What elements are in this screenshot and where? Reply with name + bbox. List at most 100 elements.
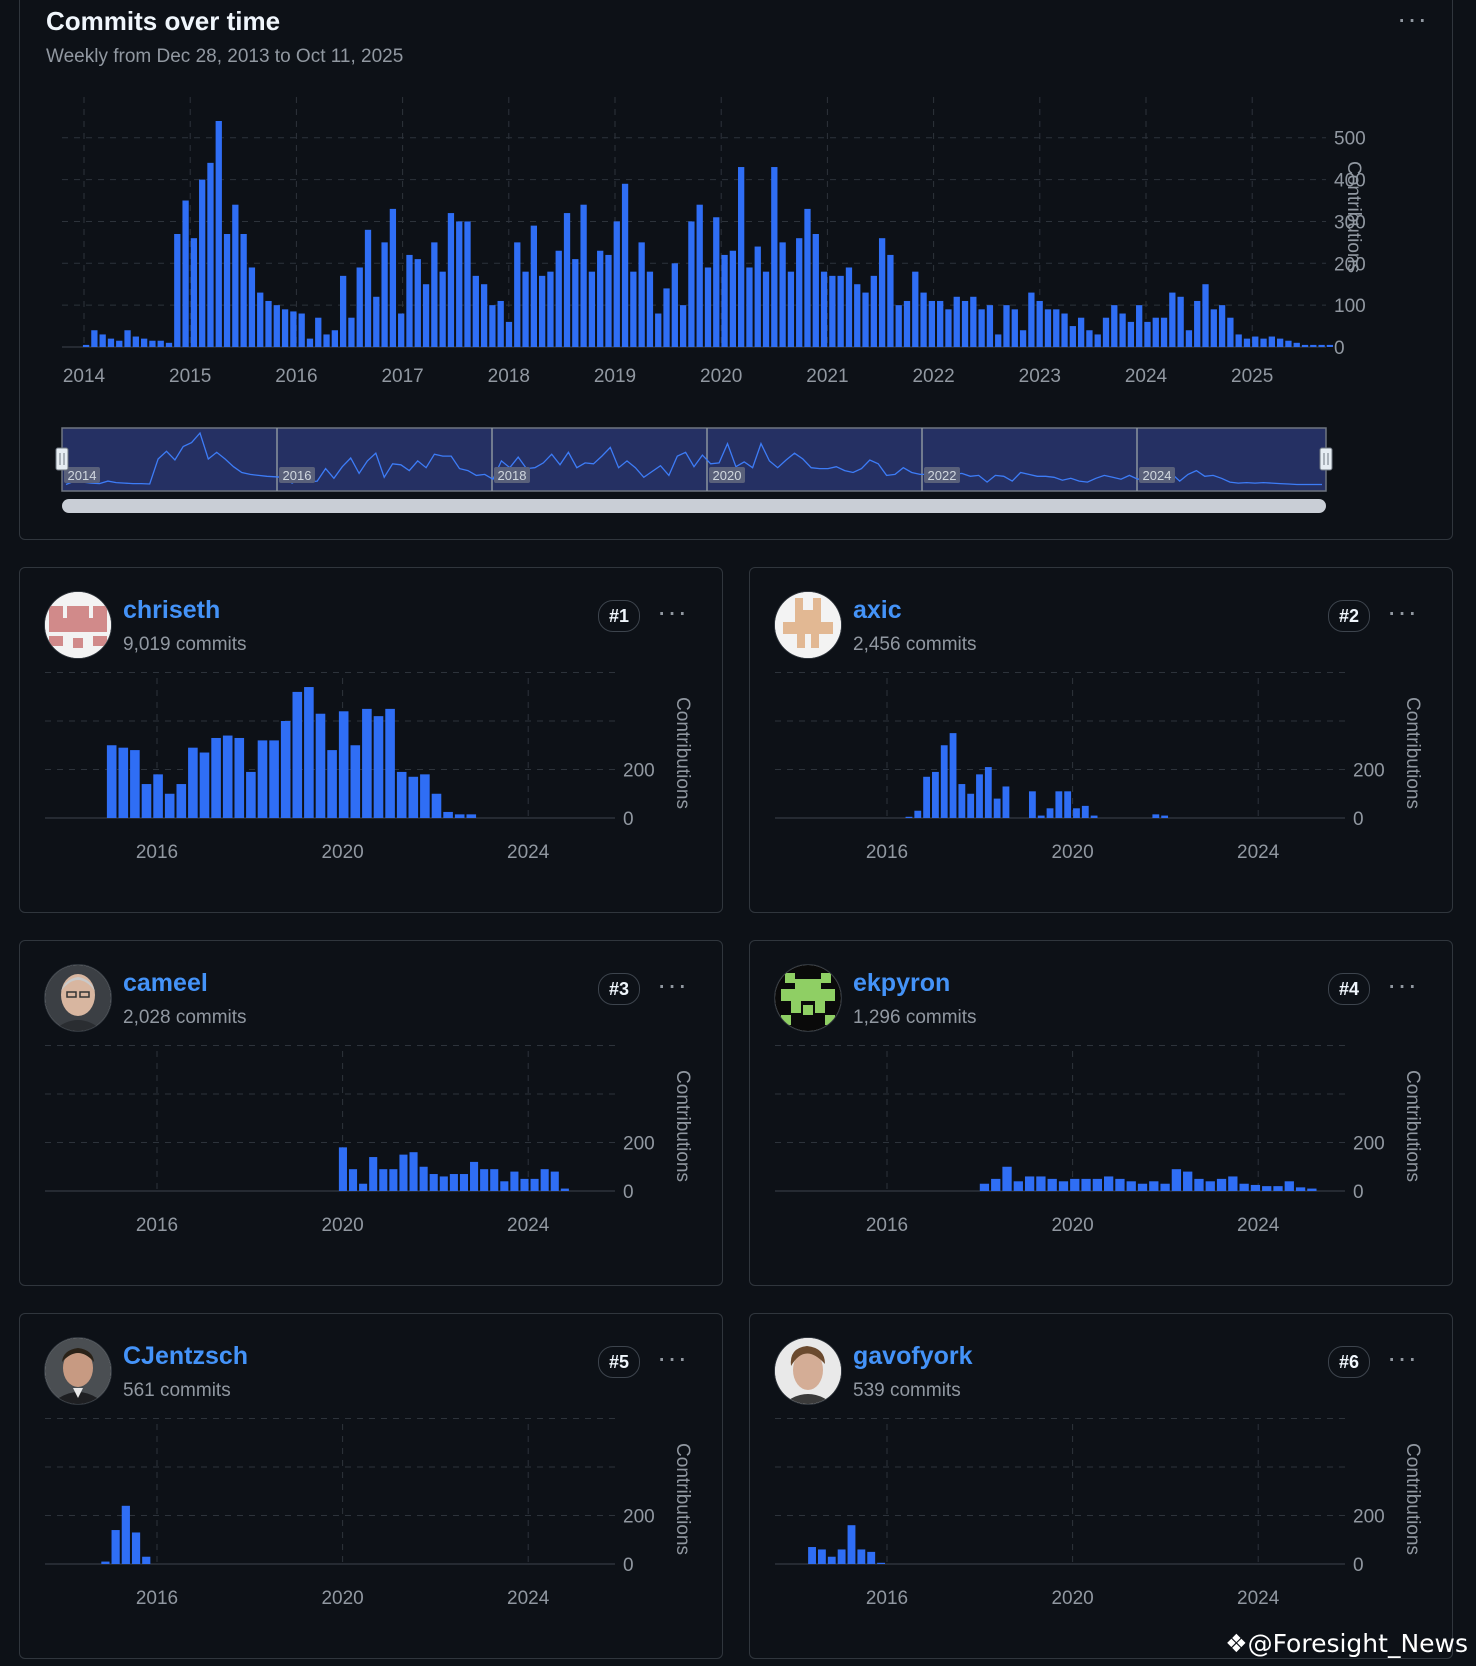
commit-bar[interactable] (399, 1154, 408, 1191)
commit-bar[interactable] (754, 246, 761, 347)
commit-bar[interactable] (1036, 300, 1043, 347)
commit-bar[interactable] (1210, 309, 1217, 347)
commit-bar[interactable] (234, 737, 245, 818)
commit-bar[interactable] (1243, 338, 1251, 347)
commit-bar[interactable] (779, 242, 786, 347)
commit-bar[interactable] (338, 1147, 347, 1191)
commit-bar[interactable] (356, 267, 363, 347)
contributor-username[interactable]: gavofyork (853, 1342, 973, 1370)
commit-bar[interactable] (540, 1169, 549, 1191)
commit-bar[interactable] (490, 1169, 499, 1191)
commit-bar[interactable] (903, 300, 911, 347)
commit-bar[interactable] (1126, 1181, 1136, 1191)
commit-bar[interactable] (887, 254, 894, 347)
commit-bar[interactable] (1169, 292, 1176, 347)
commit-bar[interactable] (422, 284, 430, 347)
commit-bar[interactable] (1218, 305, 1226, 347)
commit-bar[interactable] (970, 296, 977, 347)
commit-bar[interactable] (454, 814, 465, 818)
commit-bar[interactable] (867, 1551, 876, 1564)
contributor-username[interactable]: axic (853, 596, 902, 624)
commit-bar[interactable] (480, 284, 488, 347)
commit-bar[interactable] (373, 716, 384, 818)
commit-bar[interactable] (132, 336, 139, 347)
commit-bar[interactable] (804, 208, 811, 347)
commit-bar[interactable] (953, 296, 960, 347)
commit-bar[interactable] (431, 242, 438, 347)
commit-bar[interactable] (979, 1183, 990, 1191)
commit-bar[interactable] (920, 292, 927, 347)
commit-bar[interactable] (480, 1169, 489, 1191)
commit-bar[interactable] (1070, 1178, 1080, 1191)
commit-bar[interactable] (1055, 791, 1063, 818)
commit-bar[interactable] (961, 300, 969, 347)
commit-bar[interactable] (1111, 305, 1118, 347)
commit-bar[interactable] (991, 1178, 1001, 1191)
commit-bar[interactable] (1092, 1178, 1102, 1191)
commit-bar[interactable] (837, 1549, 846, 1564)
commit-bar[interactable] (738, 167, 745, 347)
commit-bar[interactable] (464, 221, 471, 347)
commit-bar[interactable] (905, 816, 913, 818)
commit-bar[interactable] (630, 271, 637, 347)
commit-bar[interactable] (1064, 791, 1072, 818)
identicon-avatar-icon[interactable] (775, 965, 841, 1031)
commit-bar[interactable] (348, 1169, 358, 1191)
kebab-horizontal-icon[interactable]: ··· (1387, 596, 1418, 627)
commit-bar[interactable] (130, 750, 140, 818)
commit-bar[interactable] (240, 234, 247, 347)
commit-bar[interactable] (1273, 1186, 1283, 1191)
commit-bar[interactable] (142, 1556, 151, 1564)
commit-bar[interactable] (1013, 1181, 1023, 1191)
commit-bar[interactable] (1284, 1181, 1294, 1191)
range-handle-left[interactable] (55, 447, 69, 471)
kebab-horizontal-icon[interactable]: ··· (1387, 969, 1418, 1000)
commit-bar[interactable] (820, 271, 828, 347)
range-scrollbar[interactable] (62, 499, 1326, 513)
commit-bar[interactable] (555, 250, 562, 347)
commit-bar[interactable] (713, 217, 720, 347)
commit-bar[interactable] (1260, 338, 1267, 347)
commit-bar[interactable] (174, 234, 181, 347)
commit-bar[interactable] (1205, 1181, 1215, 1191)
commit-bar[interactable] (1177, 296, 1184, 347)
commit-bar[interactable] (190, 238, 198, 347)
commit-bar[interactable] (986, 305, 994, 347)
commit-bar[interactable] (350, 745, 361, 818)
kebab-horizontal-icon[interactable]: ··· (1397, 3, 1428, 34)
commit-bar[interactable] (1144, 321, 1151, 347)
commit-bar[interactable] (746, 267, 753, 347)
commit-bar[interactable] (489, 305, 496, 347)
commit-bar[interactable] (857, 1549, 866, 1564)
commit-bar[interactable] (327, 750, 337, 818)
commit-bar[interactable] (1228, 1176, 1238, 1191)
commit-bar[interactable] (431, 793, 442, 818)
contributor-username[interactable]: ekpyron (853, 969, 951, 997)
commit-bar[interactable] (439, 1176, 448, 1191)
commit-bar[interactable] (406, 254, 413, 347)
commit-bar[interactable] (1301, 344, 1309, 347)
commit-bar[interactable] (796, 238, 803, 347)
commit-bar[interactable] (530, 225, 538, 347)
contributor-username[interactable]: cameel (123, 969, 208, 997)
commit-bar[interactable] (82, 344, 90, 347)
commit-bar[interactable] (1326, 344, 1334, 347)
commit-bar[interactable] (118, 747, 129, 818)
commit-bar[interactable] (895, 305, 902, 347)
commit-bar[interactable] (1152, 814, 1160, 818)
commit-bar[interactable] (338, 711, 349, 818)
commit-bar[interactable] (580, 204, 587, 347)
commit-bar[interactable] (199, 179, 206, 347)
commit-bar[interactable] (106, 745, 117, 818)
commit-bar[interactable] (812, 234, 819, 347)
commit-bar[interactable] (157, 340, 164, 347)
commit-bar[interactable] (877, 1562, 885, 1564)
commit-bar[interactable] (459, 1174, 469, 1191)
range-selector[interactable]: 2014 2016 2018 2020 2022 2024 (55, 427, 1333, 513)
commit-bar[interactable] (1185, 330, 1193, 347)
commit-bar[interactable] (141, 784, 152, 818)
commit-bar[interactable] (466, 814, 477, 818)
commit-bar[interactable] (1276, 338, 1284, 347)
person-avatar-icon[interactable] (775, 1338, 841, 1404)
commit-bar[interactable] (1037, 815, 1045, 818)
